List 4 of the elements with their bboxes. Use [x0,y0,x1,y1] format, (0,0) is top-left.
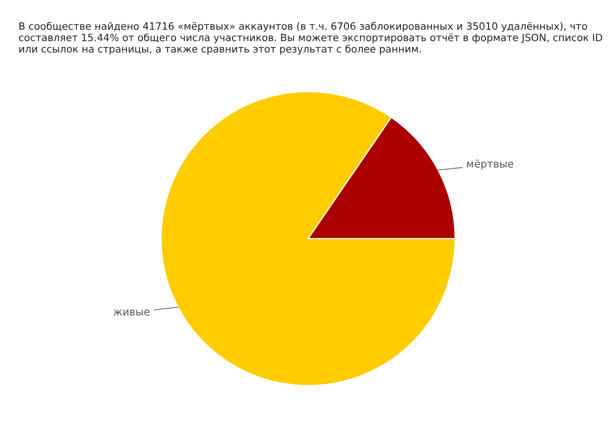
slice-label: живые [113,310,150,316]
chart-title: В сообществе найдено 41716 «мёртвых» аккаунтов (в т.ч. 6706 заблокированных и 35010 удалённых), что составляет 15.44% от общего числа участников. Вы можете экспортировать отчёт в формате JSON, список ID или ссылок на страницы, а также сравнить этот результат с более ранним. [19,22,602,55]
slice-label: мёртвые [467,160,514,170]
pie-slice [160,91,456,386]
